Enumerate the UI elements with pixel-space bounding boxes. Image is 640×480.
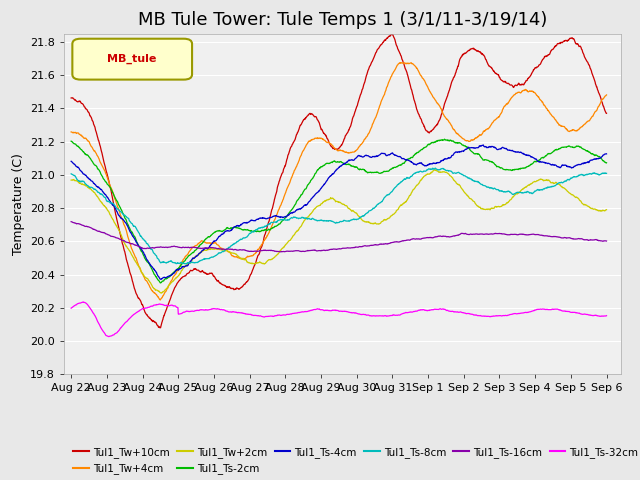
Y-axis label: Temperature (C): Temperature (C) xyxy=(12,153,24,255)
Title: MB Tule Tower: Tule Temps 1 (3/1/11-3/19/14): MB Tule Tower: Tule Temps 1 (3/1/11-3/19… xyxy=(138,11,547,29)
FancyBboxPatch shape xyxy=(72,39,192,80)
Text: MB_tule: MB_tule xyxy=(108,54,157,64)
Legend: Tul1_Tw+10cm, Tul1_Tw+4cm, Tul1_Tw+2cm, Tul1_Ts-2cm, Tul1_Ts-4cm, Tul1_Ts-8cm, T: Tul1_Tw+10cm, Tul1_Tw+4cm, Tul1_Tw+2cm, … xyxy=(69,443,640,478)
